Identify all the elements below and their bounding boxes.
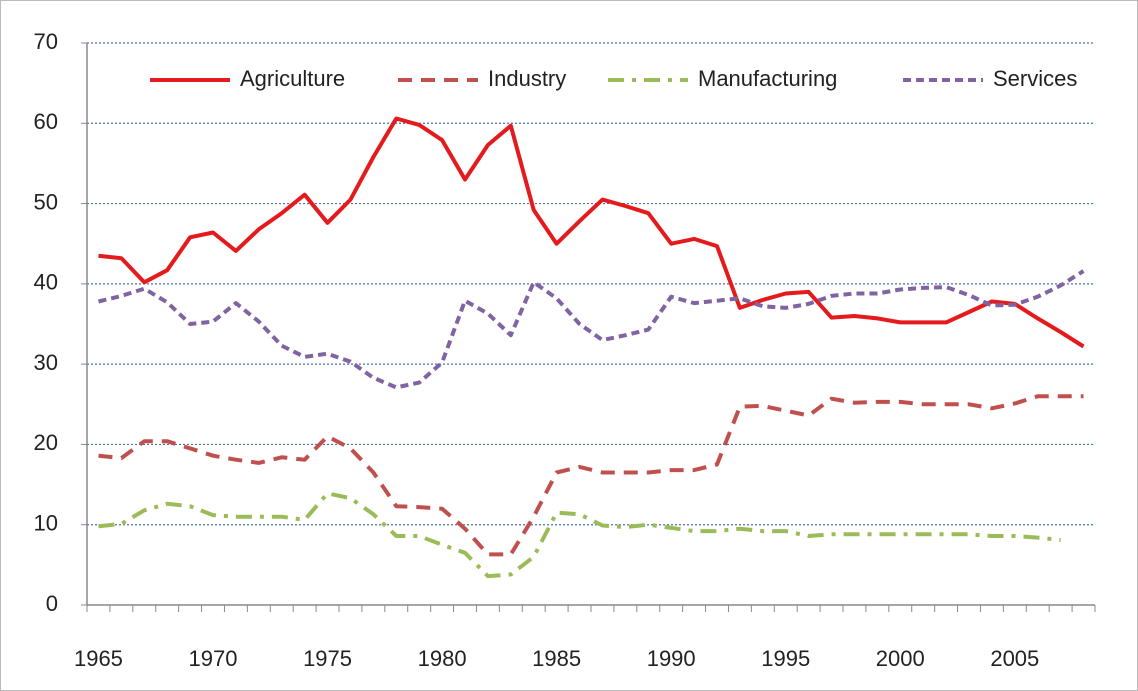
x-tick-label: 2005 xyxy=(990,646,1039,671)
x-tick-label: 1970 xyxy=(189,646,238,671)
y-tick-label: 10 xyxy=(34,511,58,536)
x-tick-label: 1975 xyxy=(303,646,352,671)
x-tick-label: 1965 xyxy=(74,646,123,671)
y-tick-label: 0 xyxy=(46,591,58,616)
x-tick-label: 2000 xyxy=(876,646,925,671)
y-tick-label: 30 xyxy=(34,350,58,375)
y-tick-label: 70 xyxy=(34,29,58,54)
line-series xyxy=(98,116,1085,349)
x-tick-label: 1980 xyxy=(418,646,467,671)
line-series xyxy=(98,394,1084,557)
legend-label: Industry xyxy=(488,66,566,91)
y-tick-label: 50 xyxy=(34,189,58,214)
x-tick-label: 1985 xyxy=(532,646,581,671)
y-tick-label: 20 xyxy=(34,430,58,455)
legend-label: Manufacturing xyxy=(698,66,837,91)
legend-label: Agriculture xyxy=(240,66,345,91)
x-tick-label: 1990 xyxy=(647,646,696,671)
y-tick-label: 40 xyxy=(34,270,58,295)
y-tick-label: 60 xyxy=(34,109,58,134)
x-tick-label: 1995 xyxy=(761,646,810,671)
legend-label: Services xyxy=(993,66,1077,91)
